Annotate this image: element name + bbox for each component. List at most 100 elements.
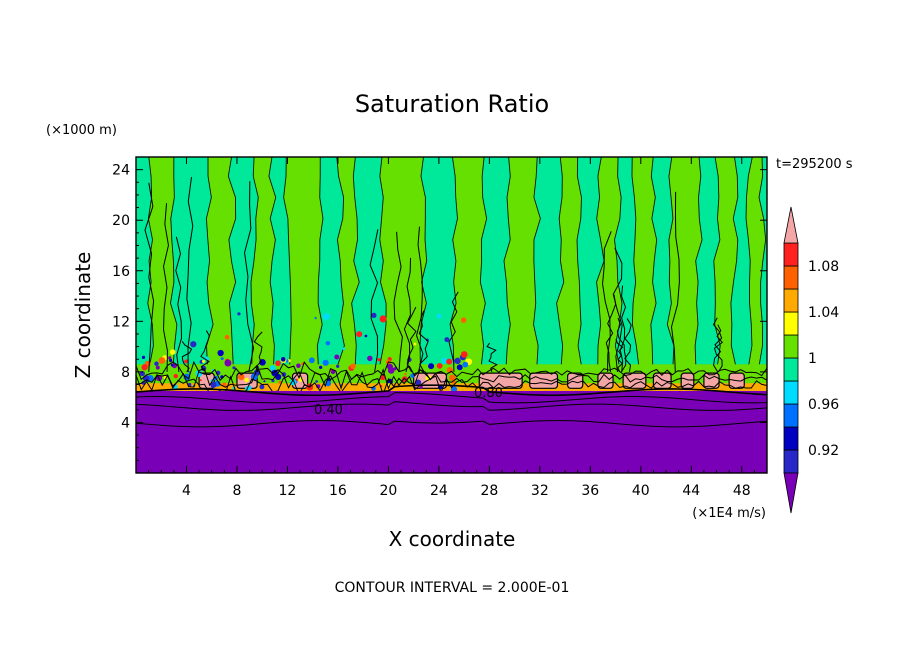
turbulence-spot (154, 361, 159, 366)
turbulence-spot (436, 313, 442, 319)
filament-contour (712, 317, 723, 373)
turbulence-spot (460, 317, 467, 323)
supersaturated-cell (703, 372, 720, 389)
filament-contour (403, 257, 412, 373)
turbulence-spot (237, 373, 245, 381)
filament-contour (486, 342, 498, 373)
filament-contour (200, 330, 210, 373)
x-axis-label: X coordinate (389, 527, 516, 551)
turbulence-spot (404, 372, 407, 376)
x-tick-label-8: 8 (232, 483, 241, 499)
filament-contour (624, 318, 632, 372)
colorbar-segment (783, 380, 799, 405)
y-tick-label-12: 12 (112, 314, 130, 330)
turbulence-spot (295, 378, 298, 382)
turbulence-spot (244, 377, 249, 383)
stripe-region (449, 157, 488, 368)
time-label: t=295200 s (776, 157, 853, 172)
turbulence-spot (315, 380, 318, 383)
filament-contour (418, 310, 429, 373)
lower-layer-fill (136, 391, 767, 473)
filament-contour (181, 341, 193, 373)
colorbar-segment (783, 449, 799, 474)
colorbar-segment (783, 334, 799, 359)
turbulence-spot (190, 341, 197, 348)
filament-contour (369, 229, 379, 372)
x-tick-label-4: 4 (182, 483, 191, 499)
turbulence-spot (449, 374, 456, 382)
filament-contour (253, 331, 263, 373)
turbulence-spot (419, 385, 423, 389)
y-units-label: (×1000 m) (46, 123, 117, 138)
contour-interval-note: CONTOUR INTERVAL = 2.000E-01 (335, 580, 570, 596)
turbulence-spot (232, 366, 236, 370)
x-axis-ticks: 4 8 12 16 20 24 28 32 36 40 44 48 (148, 157, 755, 499)
turbulence-spot (168, 356, 172, 360)
turbulence-spot (173, 373, 178, 379)
turbulence-spot (393, 367, 397, 371)
turbulence-spot (334, 354, 340, 360)
y-tick-label-20: 20 (112, 213, 130, 229)
turbulence-spot (237, 312, 241, 316)
filament-contour (144, 182, 155, 372)
turbulence-spot (278, 380, 282, 384)
turbulence-spot (364, 334, 368, 338)
turbulence-spot (380, 374, 386, 381)
filament-contour (244, 181, 255, 372)
x-tick-label-16: 16 (329, 483, 347, 499)
colorbar-segment (783, 426, 799, 451)
y-tick-label-8: 8 (121, 365, 130, 381)
colorbar-label-1: 1 (808, 351, 817, 367)
turbulence-spot (217, 349, 224, 357)
colorbar-segment (783, 311, 799, 336)
turbulence-spot (379, 315, 387, 323)
turbulence-spot (460, 351, 468, 358)
contour-label-040: 0.40 (314, 403, 343, 418)
filament-contour (448, 291, 459, 372)
turbulence-spot (141, 364, 148, 371)
turbulence-spot (441, 357, 448, 364)
colorbar-segment (783, 288, 799, 313)
colorbar-segment (783, 357, 799, 382)
lower-contour (136, 420, 767, 428)
turbulence-spot (454, 359, 457, 362)
filament-contour (175, 236, 182, 372)
turbulence-spot (462, 361, 469, 368)
turbulence-spot (387, 363, 393, 370)
turbulence-spot (454, 357, 461, 365)
turbulence-spot (444, 337, 450, 343)
turbulence-spot (308, 357, 315, 364)
x-tick-label-44: 44 (682, 483, 700, 499)
turbulence-spot (415, 379, 422, 386)
turbulence-spot (446, 358, 453, 365)
turbulence-spot (371, 312, 377, 318)
turbulence-spot (314, 316, 317, 320)
turbulence-spot (436, 362, 443, 369)
y-axis-label: Z coordinate (71, 252, 95, 379)
turbulence-spot (296, 363, 301, 368)
x-tick-label-24: 24 (430, 483, 448, 499)
turbulence-spot (377, 358, 381, 362)
lower-contour (136, 401, 767, 411)
x-tick-label-36: 36 (581, 483, 599, 499)
turbulence-spot (319, 365, 323, 369)
y-tick-label-4: 4 (121, 415, 130, 431)
plot-field (136, 157, 767, 473)
filament-contour (619, 285, 626, 372)
filament-contour (163, 203, 169, 372)
x-units-label: (×1E4 m/s) (692, 506, 766, 521)
turbulence-spot (269, 365, 276, 371)
turbulence-spot (168, 358, 173, 363)
turbulence-spot (456, 364, 463, 371)
filament-contour (605, 294, 617, 372)
contour-lines (136, 384, 767, 428)
x-tick-label-48: 48 (733, 483, 751, 499)
turbulence-spot (170, 363, 174, 367)
turbulence-spot (322, 313, 330, 320)
y-tick-label-16: 16 (112, 264, 130, 280)
x-tick-label-32: 32 (531, 483, 549, 499)
filament-contour (416, 226, 424, 372)
colorbar-segment (783, 242, 799, 267)
colorbar-top-arrow (783, 206, 799, 244)
